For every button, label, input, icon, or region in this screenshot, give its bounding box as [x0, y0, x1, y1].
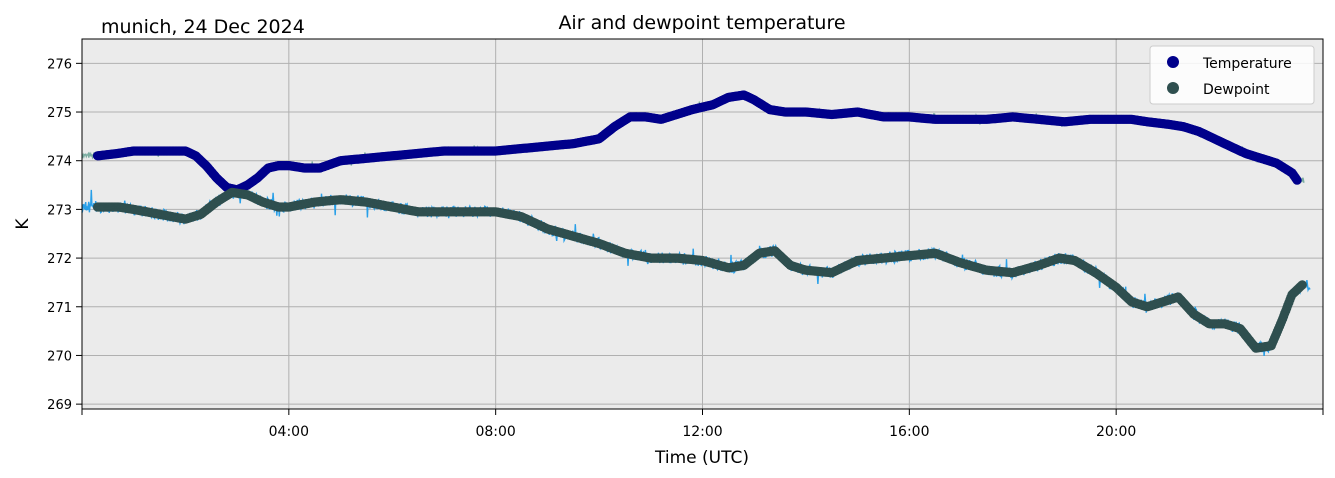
- y-tick-label: 275: [47, 106, 72, 121]
- legend-marker-temperature: [1167, 56, 1179, 68]
- x-tick-label: 04:00: [269, 424, 309, 440]
- y-tick-label: 269: [47, 398, 72, 413]
- series-temperature: [92, 90, 1302, 195]
- y-tick-label: 273: [47, 203, 72, 218]
- y-tick-label: 276: [47, 57, 72, 72]
- legend-label-temperature: Temperature: [1202, 56, 1292, 72]
- y-tick-label: 274: [47, 155, 72, 170]
- chart-subtitle: munich, 24 Dec 2024: [101, 16, 305, 38]
- legend-label-dewpoint: Dewpoint: [1203, 82, 1270, 98]
- data-point: [1297, 280, 1307, 290]
- x-tick-label: 08:00: [475, 424, 515, 440]
- series-dewpoint: [92, 187, 1307, 353]
- grid: [82, 39, 1323, 409]
- x-axis-label: Time (UTC): [654, 448, 749, 468]
- chart-title: Air and dewpoint temperature: [558, 12, 845, 34]
- data-point: [1292, 175, 1302, 185]
- legend-marker-dewpoint: [1167, 82, 1179, 94]
- y-tick-label: 271: [47, 301, 72, 316]
- legend-box: [1149, 45, 1315, 105]
- legend[interactable]: Temperature Dewpoint: [1149, 45, 1315, 105]
- x-tick-label: 12:00: [682, 424, 722, 440]
- y-axis: 269 270 271 272 273 274 275 276: [47, 57, 82, 413]
- y-tick-label: 272: [47, 252, 72, 267]
- y-axis-label: K: [13, 218, 33, 230]
- y-tick-label: 270: [47, 349, 72, 364]
- marker-series: [92, 90, 1307, 353]
- x-tick-label: 16:00: [889, 424, 929, 440]
- x-axis: 04:00 08:00 12:00 16:00 20:00: [81, 409, 1324, 440]
- x-tick-label: 20:00: [1096, 424, 1136, 440]
